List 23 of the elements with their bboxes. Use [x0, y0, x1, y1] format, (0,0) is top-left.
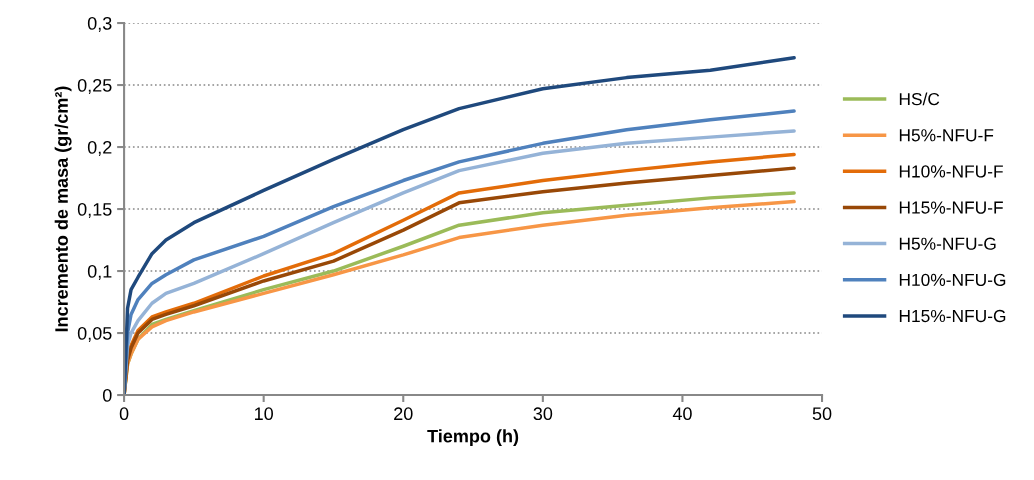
y-tick-label: 0,2: [87, 140, 112, 156]
y-tick-label: 0,05: [77, 326, 112, 342]
y-tick-label: 0,15: [77, 202, 112, 218]
x-tick-label: 40: [672, 407, 692, 421]
legend-label: H10%-NFU-G: [899, 273, 1006, 286]
legend-label: H10%-NFU-F: [899, 165, 1003, 178]
x-tick-label: 0: [119, 407, 129, 421]
y-tick-label: 0,1: [87, 264, 112, 280]
y-tick-label: 0,25: [77, 78, 112, 94]
x-tick-label: 20: [394, 407, 413, 421]
y-tick-label: 0,3: [87, 16, 112, 32]
legend-label: H15%-NFU-G: [899, 309, 1006, 323]
legend-label: H5%-NFU-F: [899, 129, 994, 142]
legend-label: HS/C: [899, 92, 940, 106]
x-axis-title: Tiempo (h): [427, 429, 519, 447]
line-series: [124, 56, 796, 396]
x-tick-label: 30: [533, 407, 553, 421]
x-tick-label: 50: [812, 407, 832, 421]
y-tick-label: 0: [102, 388, 112, 402]
x-tick-label: 10: [255, 407, 274, 421]
legend-label: H5%-NFU-G: [899, 237, 996, 250]
y-axis-title: Incremento de masa (gr/cm²): [54, 86, 72, 332]
legend-label: H15%-NFU-F: [899, 201, 1003, 214]
